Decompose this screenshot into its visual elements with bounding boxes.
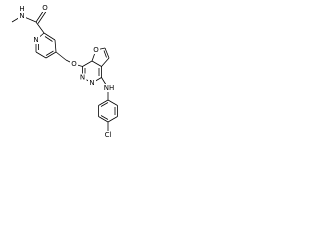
bonds [11,9,118,134]
atom-label: N [19,12,24,20]
atom-label: O [93,46,99,54]
atom-label: N [89,79,94,87]
atom-label: O [71,60,77,68]
atom-label: H [19,5,24,13]
molecule-diagram: O N H N O O N N NH Cl [11,4,118,139]
atom-label: N [33,36,38,44]
atom-label: O [42,4,48,12]
atom-labels: O N H N O O N N NH Cl [18,4,115,139]
atom-label: NH [104,84,115,92]
atom-label: N [80,74,85,82]
atom-label: Cl [105,131,112,139]
